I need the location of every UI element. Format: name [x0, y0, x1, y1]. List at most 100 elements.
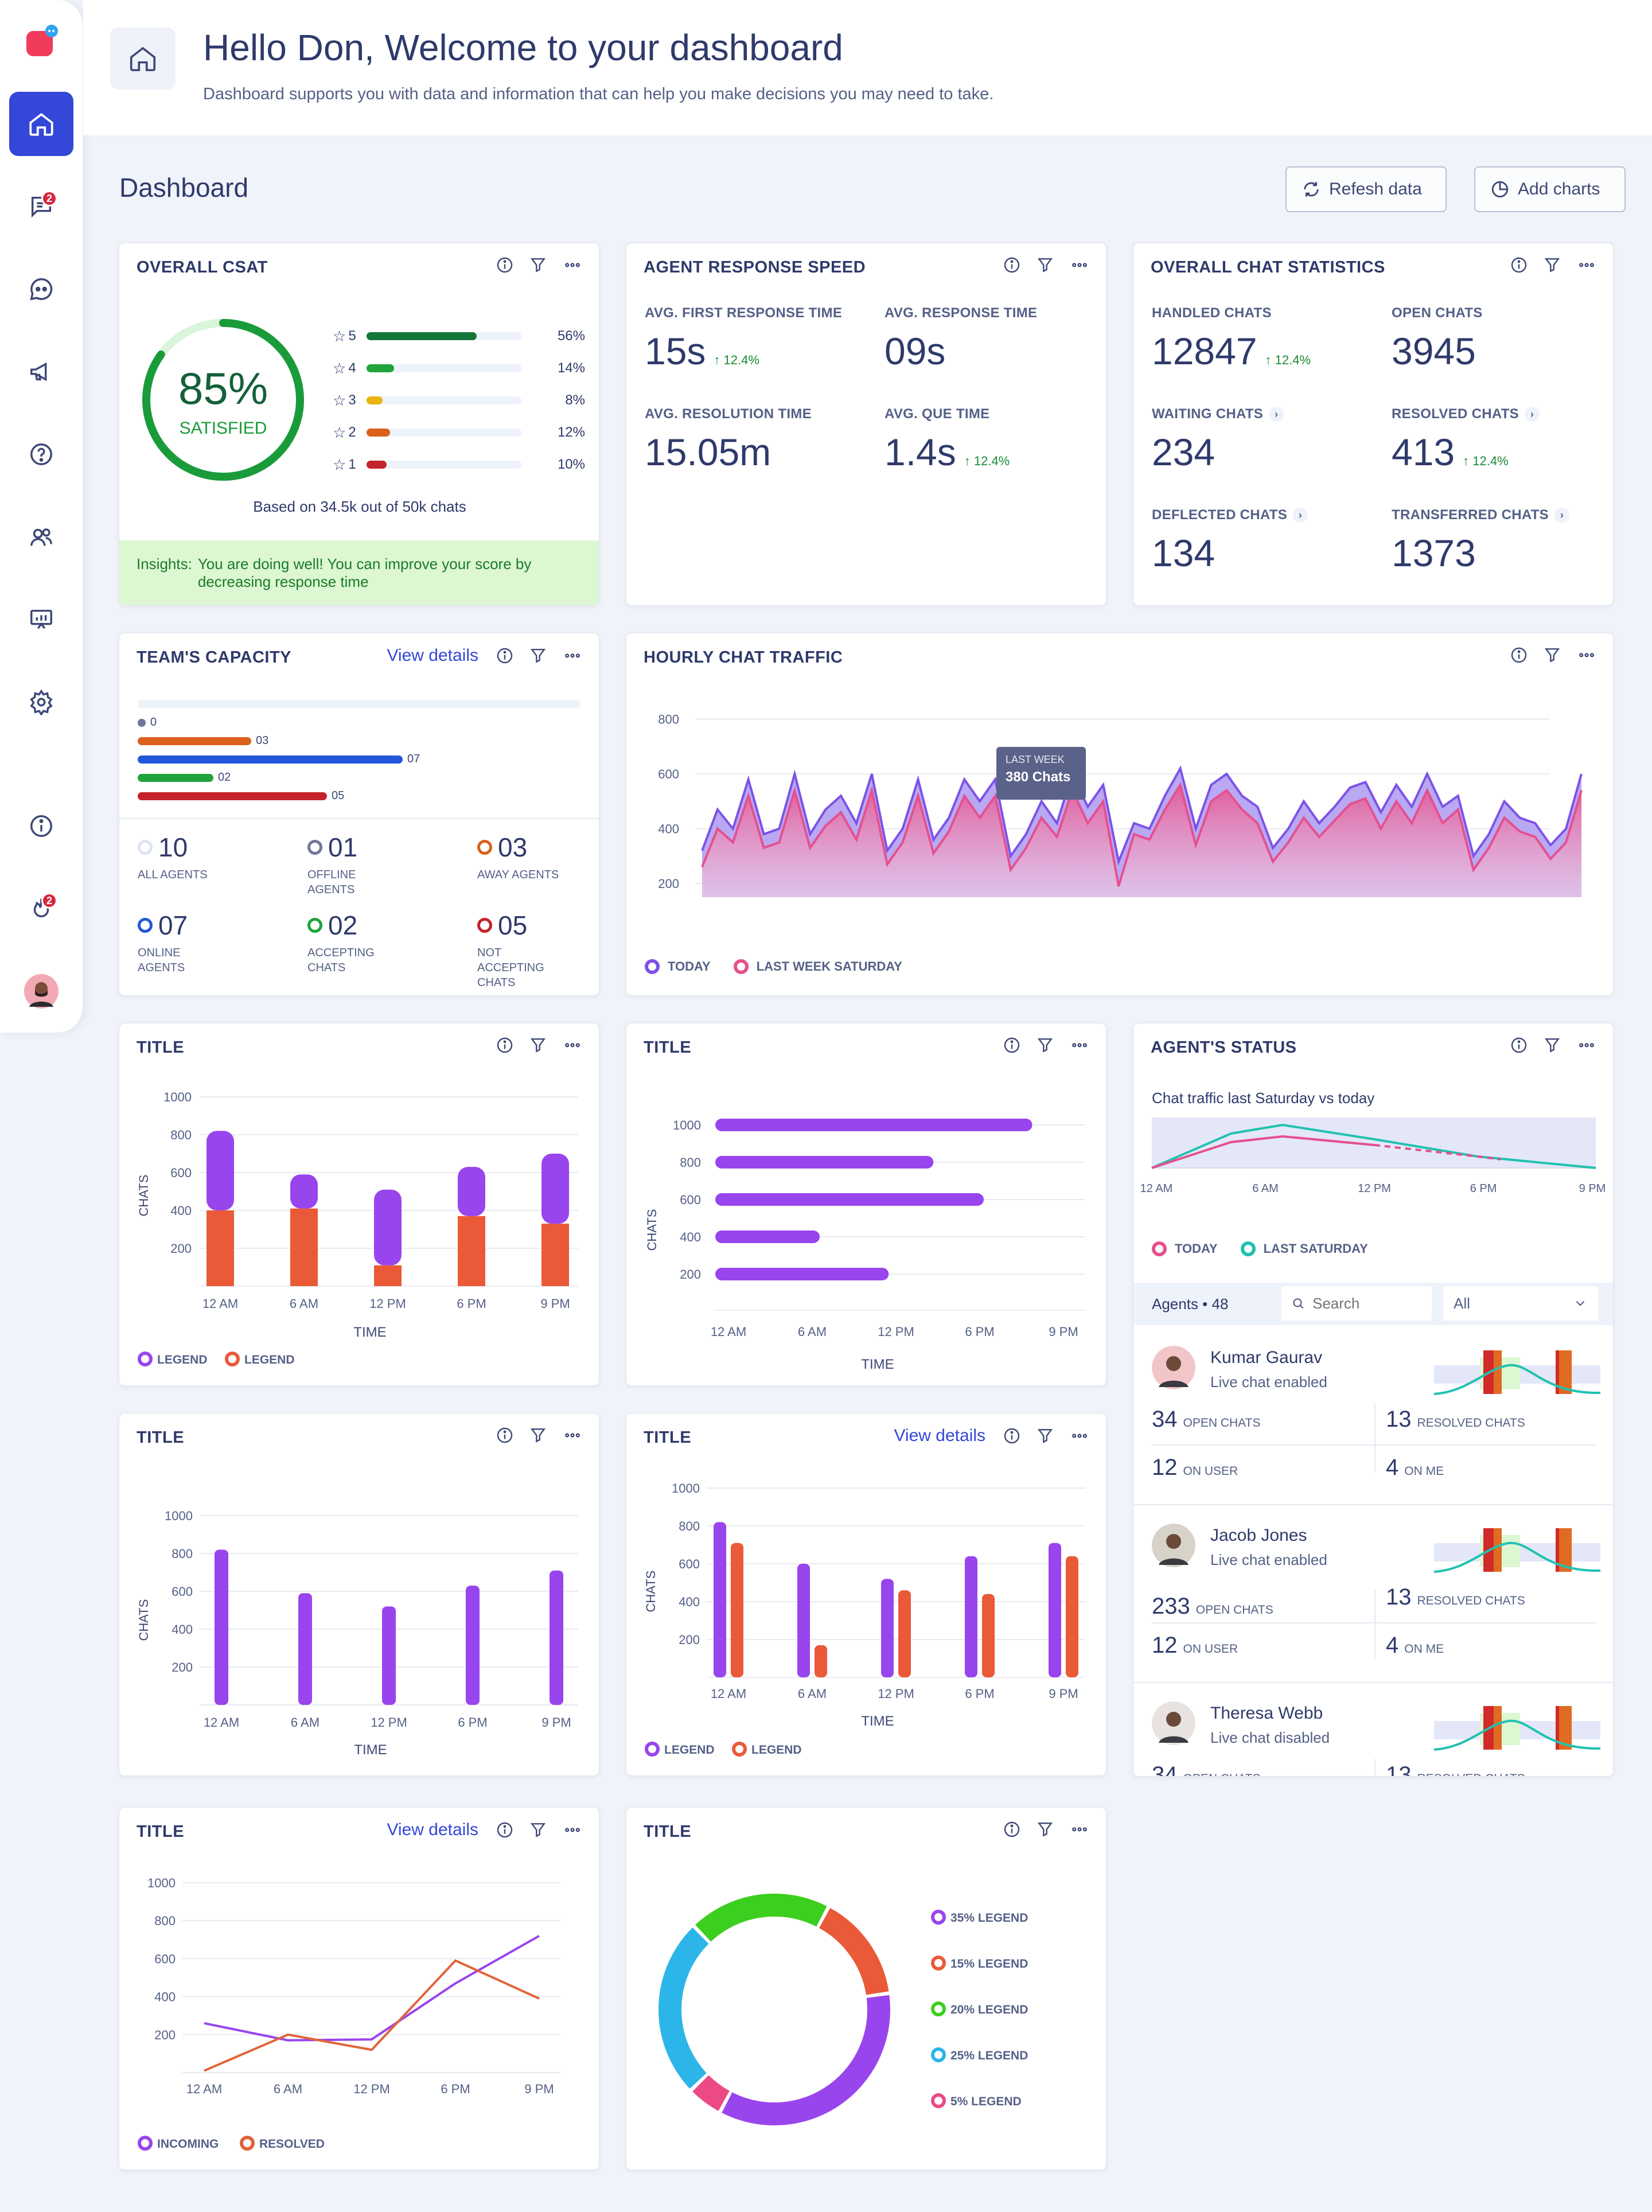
welcome-title: Hello Don, Welcome to your dashboard [203, 27, 843, 68]
card-title: TITLE [644, 1038, 692, 1057]
more-icon[interactable] [1576, 256, 1597, 274]
nav-notifications-icon[interactable]: 2 [22, 889, 61, 928]
insight-label: Insights: [137, 555, 192, 573]
nav-info-icon[interactable] [22, 807, 61, 846]
more-icon[interactable] [562, 256, 583, 274]
y-tick-label: 400 [680, 1230, 701, 1244]
search-input[interactable] [1312, 1294, 1416, 1313]
nav-bot-icon[interactable] [22, 270, 61, 309]
legend-last-saturday[interactable]: LAST SATURDAY [1240, 1241, 1368, 1256]
info-icon[interactable] [1003, 1036, 1021, 1054]
more-icon[interactable] [1069, 1820, 1090, 1839]
nav-campaign-icon[interactable] [22, 352, 61, 391]
card-title: TITLE [137, 1038, 185, 1057]
stat-label: ON ME [1404, 1465, 1444, 1478]
more-icon[interactable] [1576, 1036, 1597, 1054]
legend-dot [931, 2047, 946, 2062]
open-chats-stat: 34 OPEN CHATS [1152, 1407, 1260, 1432]
filter-icon[interactable] [1036, 1036, 1054, 1054]
filter-icon[interactable] [1036, 1427, 1054, 1445]
filter-icon[interactable] [529, 1036, 547, 1054]
rating-bar-track [367, 461, 522, 469]
info-icon[interactable] [496, 256, 514, 274]
add-charts-button[interactable]: Add charts [1474, 166, 1626, 212]
view-details-link[interactable]: View details [894, 1426, 985, 1445]
app-logo[interactable] [22, 23, 61, 62]
y-tick-label: 800 [170, 1128, 192, 1142]
refresh-data-label: Refesh data [1329, 180, 1422, 198]
filter-icon[interactable] [529, 1821, 547, 1839]
legend-label: RESOLVED [259, 2137, 325, 2151]
filter-icon[interactable] [529, 1426, 547, 1444]
nav-help-icon[interactable] [22, 435, 61, 474]
legend-dot [733, 959, 749, 974]
nav-users-icon[interactable] [22, 517, 61, 556]
agent-row[interactable]: Kumar Gaurav Live chat enabled 34 OPEN CH… [1133, 1333, 1613, 1505]
info-icon[interactable] [496, 647, 514, 665]
bar [898, 1590, 911, 1677]
y-tick-label: 200 [170, 1241, 192, 1256]
metric[interactable]: RESOLVED CHATS › 413 ↑ 12.4% [1392, 406, 1540, 474]
info-icon[interactable] [496, 1426, 514, 1444]
legend-today[interactable]: TODAY [645, 959, 711, 974]
more-icon[interactable] [1576, 646, 1597, 664]
info-icon[interactable] [1510, 1036, 1528, 1054]
info-icon[interactable] [1003, 1820, 1021, 1839]
view-details-link[interactable]: View details [387, 1820, 478, 1839]
filter-icon[interactable] [1036, 256, 1054, 274]
chevron-right-icon[interactable]: › [1269, 407, 1284, 422]
filter-icon[interactable] [1543, 1036, 1561, 1054]
more-icon[interactable] [1069, 1427, 1090, 1445]
view-details-link[interactable]: View details [387, 646, 478, 665]
refresh-data-button[interactable]: Refesh data [1285, 166, 1447, 212]
filter-icon[interactable] [529, 647, 547, 665]
home-icon[interactable] [110, 28, 176, 89]
chart-tooltip: LAST WEEK 380 Chats [996, 747, 1086, 800]
info-icon[interactable] [1510, 256, 1528, 274]
metric[interactable]: TRANSFERRED CHATS › 1373 [1392, 507, 1569, 575]
agent-row[interactable]: Jacob Jones Live chat enabled 233 OPEN CH… [1133, 1511, 1613, 1683]
legend-dot [240, 2136, 255, 2151]
filter-icon[interactable] [529, 256, 547, 274]
nav-reports-icon[interactable] [22, 600, 61, 639]
legend-last-week[interactable]: LAST WEEK SATURDAY [733, 959, 902, 974]
info-icon[interactable] [1510, 646, 1528, 664]
metric[interactable]: WAITING CHATS › 234 [1152, 406, 1284, 474]
nav-home-icon[interactable] [9, 92, 73, 156]
agents-filter-select[interactable]: All [1443, 1286, 1598, 1321]
user-avatar[interactable] [22, 972, 61, 1011]
row-divider [1152, 1622, 1596, 1623]
agents-search[interactable] [1281, 1286, 1432, 1321]
filter-icon[interactable] [1036, 1820, 1054, 1839]
more-icon[interactable] [562, 1426, 583, 1444]
metric[interactable]: DEFLECTED CHATS › 134 [1152, 507, 1308, 575]
more-icon[interactable] [562, 1036, 583, 1054]
legend-label: 15% LEGEND [950, 1957, 1028, 1970]
agents-status-title: AGENT'S STATUS [1151, 1038, 1297, 1057]
legend-dot [1152, 1241, 1167, 1256]
more-icon[interactable] [562, 1821, 583, 1839]
legend-label: LEGEND [244, 1353, 295, 1366]
chevron-right-icon[interactable]: › [1293, 508, 1308, 523]
more-icon[interactable] [562, 647, 583, 665]
chevron-right-icon[interactable]: › [1554, 508, 1569, 523]
nav-settings-icon[interactable] [22, 683, 61, 722]
info-icon[interactable] [496, 1036, 514, 1054]
filter-icon[interactable] [1543, 646, 1561, 664]
capacity-bar-label: 0 [150, 716, 157, 729]
more-icon[interactable] [1069, 256, 1090, 274]
info-icon[interactable] [496, 1821, 514, 1839]
agent-row[interactable]: Theresa Webb Live chat disabled 34 OPEN C… [1133, 1689, 1613, 1776]
filter-icon[interactable] [1543, 256, 1561, 274]
info-icon[interactable] [1003, 1427, 1021, 1445]
legend-label: 5% LEGEND [950, 2095, 1022, 2108]
chevron-right-icon[interactable]: › [1525, 407, 1540, 422]
info-icon[interactable] [1003, 256, 1021, 274]
legend-today[interactable]: TODAY [1152, 1241, 1218, 1256]
nav-chat-icon[interactable]: 2 [22, 187, 61, 226]
more-icon[interactable] [1069, 1036, 1090, 1054]
stat-value: 13 [1386, 1407, 1412, 1432]
stat-value: 03 [498, 832, 528, 862]
team-capacity-card: TEAM'S CAPACITY View details 0 03 07 02 … [119, 633, 599, 996]
capacity-bar: 07 [138, 753, 420, 766]
